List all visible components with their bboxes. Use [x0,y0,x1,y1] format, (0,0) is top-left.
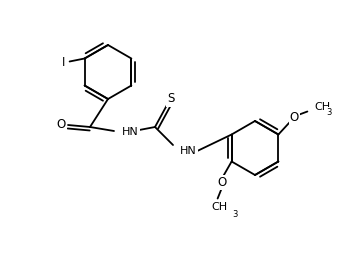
Text: HN: HN [180,146,197,156]
Text: 3: 3 [327,108,332,117]
Text: I: I [62,56,65,69]
Text: S: S [167,93,175,106]
Text: O: O [290,111,299,124]
Text: HN: HN [122,127,139,137]
Text: O: O [57,118,66,132]
Text: CH: CH [314,102,330,112]
Text: CH: CH [212,203,228,213]
Text: O: O [217,176,226,189]
Text: 3: 3 [233,210,238,219]
